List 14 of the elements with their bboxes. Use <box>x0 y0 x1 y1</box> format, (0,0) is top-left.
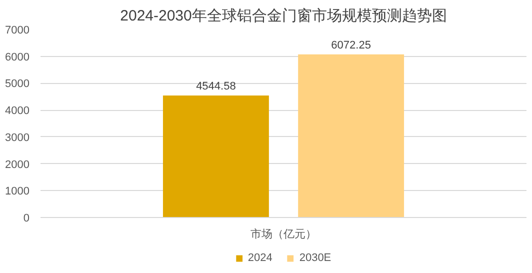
x-tick-label: 市场（亿元） <box>250 228 316 240</box>
y-tick-label: 0 <box>23 212 30 224</box>
legend-label: 2030E <box>299 252 332 264</box>
legend-label: 2024 <box>248 252 272 264</box>
y-tick-label: 5000 <box>5 78 30 90</box>
y-tick-label: 6000 <box>5 51 30 64</box>
y-tick-label: 3000 <box>5 132 30 144</box>
y-tick-label: 2000 <box>5 158 30 171</box>
y-tick-label: 7000 <box>5 24 30 36</box>
data-label: 4544.58 <box>196 80 236 92</box>
chart-title: 2024-2030年全球铝合金门窗市场规模预测趋势图 <box>120 8 447 24</box>
data-label: 6072.25 <box>331 39 371 52</box>
y-tick-label: 4000 <box>5 105 30 118</box>
y-tick-label: 1000 <box>5 186 30 198</box>
